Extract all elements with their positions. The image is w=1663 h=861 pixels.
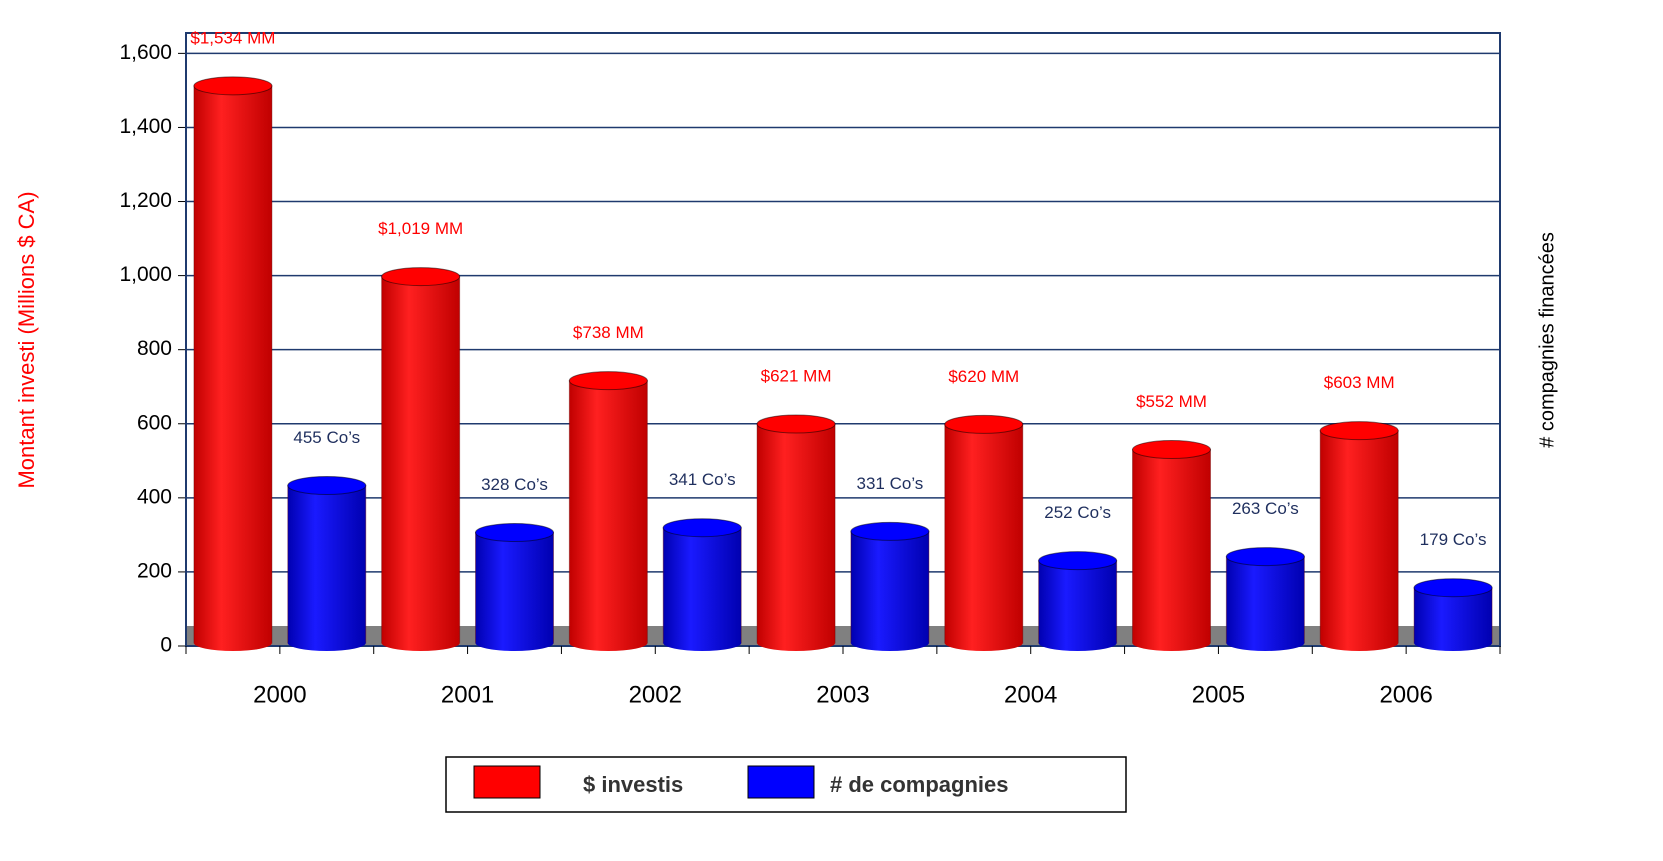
bar-base (944, 635, 1023, 651)
bar-base (381, 635, 460, 651)
bar-base (193, 635, 272, 651)
legend-swatch (747, 765, 815, 799)
bar (381, 276, 461, 644)
bar (850, 530, 930, 644)
value-label: 252 Co’s (1044, 503, 1111, 522)
bar-cap (662, 518, 742, 538)
y-tick-label: 1,200 (119, 189, 172, 212)
bar-base (475, 635, 554, 651)
bar-cap (287, 475, 367, 495)
value-label: $603 MM (1324, 373, 1395, 392)
bar (1319, 430, 1399, 644)
x-tick-label: 2004 (1004, 681, 1057, 708)
x-tick-label: 2003 (816, 681, 869, 708)
x-tick-label: 2000 (253, 681, 306, 708)
bar-cap (475, 523, 554, 543)
x-tick-label: 2005 (1192, 681, 1245, 708)
y-tick-label: 1,400 (119, 115, 172, 138)
value-label: $1,534 MM (190, 28, 275, 47)
legend-label: $ investis (583, 772, 683, 797)
value-label: 455 Co’s (293, 428, 360, 447)
bar-cap (381, 267, 461, 287)
value-label: 331 Co’s (857, 474, 924, 493)
bar-cap (193, 76, 273, 96)
value-label: 263 Co’s (1232, 499, 1299, 518)
bar (944, 423, 1024, 644)
y-tick-label: 1,000 (119, 263, 172, 286)
value-label: 179 Co’s (1420, 530, 1487, 549)
y2-axis-title: # compagnies financées (1536, 232, 1558, 448)
plot-area: 0 200 400 600 800 1,000 1,200 1,400 1,600 2000 $1,… (119, 28, 1501, 708)
bar-cap (1413, 578, 1493, 598)
x-tick-label: 2001 (441, 681, 494, 708)
bar (662, 527, 742, 644)
bar (1225, 556, 1305, 644)
legend: $ investis # de compagnies (445, 756, 1127, 813)
value-label: $621 MM (761, 366, 832, 385)
bar-base (1226, 635, 1305, 651)
bar-base (1132, 635, 1211, 651)
bar-base (287, 635, 366, 651)
x-tick-label: 2006 (1379, 681, 1432, 708)
legend-label: # de compagnies (830, 772, 1009, 797)
legend-swatch (473, 765, 541, 799)
bar-base (1038, 635, 1117, 651)
y-tick-label: 1,600 (119, 41, 172, 64)
bar-cap (850, 521, 930, 541)
bar-cap (756, 414, 836, 434)
bar-base (569, 635, 648, 651)
bar-cap (1038, 551, 1118, 571)
bar (1132, 449, 1211, 644)
bar (568, 380, 648, 644)
bar (756, 423, 836, 644)
y-tick-label: 200 (137, 559, 172, 582)
bar (475, 532, 554, 644)
bar (193, 85, 273, 644)
bar (287, 484, 367, 644)
bar-cap (1319, 421, 1399, 441)
bar-cap (944, 414, 1024, 434)
y-tick-label: 0 (160, 634, 172, 657)
y-tick-label: 800 (137, 337, 172, 360)
bar-base (757, 635, 836, 651)
bar-base (1320, 635, 1399, 651)
bar (1038, 560, 1118, 644)
bar-base (850, 635, 929, 651)
value-label: 341 Co’s (669, 470, 736, 489)
value-label: $1,019 MM (378, 219, 463, 238)
y-tick-label: 400 (137, 485, 172, 508)
y-axis-title: Montant investi (Millions $ CA) (14, 191, 39, 488)
value-label: $738 MM (573, 323, 644, 342)
bar-cap (1225, 547, 1305, 567)
value-label: $552 MM (1136, 392, 1207, 411)
value-label: 328 Co’s (481, 475, 548, 494)
bar-cap (568, 371, 648, 391)
bar-base (663, 635, 742, 651)
bar-base (1414, 635, 1493, 651)
value-label: $620 MM (948, 367, 1019, 386)
x-tick-label: 2002 (629, 681, 682, 708)
y-tick-label: 600 (137, 411, 172, 434)
bar-cap (1132, 440, 1211, 460)
